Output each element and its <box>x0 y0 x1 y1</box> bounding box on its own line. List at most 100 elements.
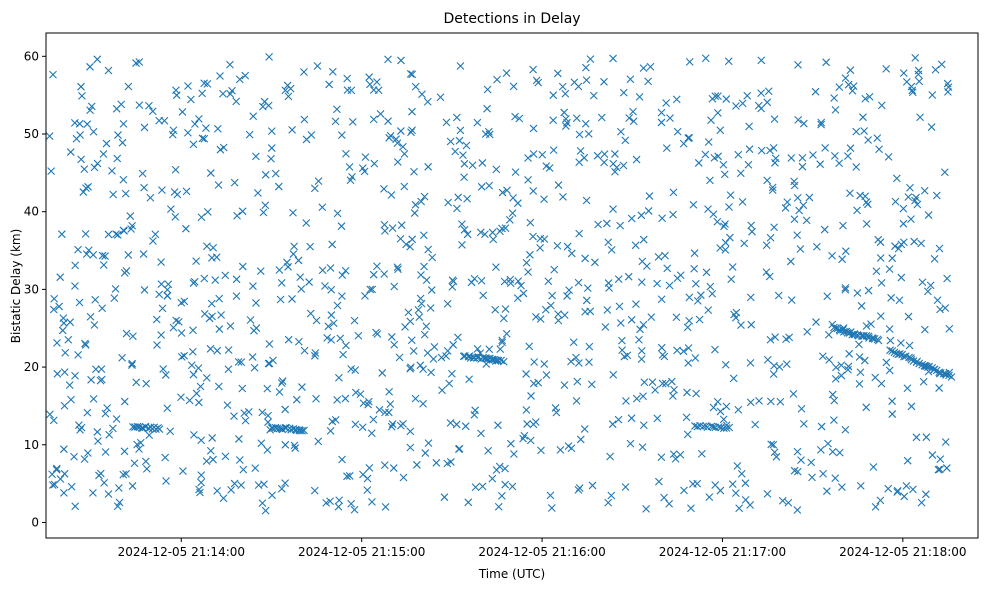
detection-point <box>499 314 508 323</box>
detection-point <box>637 355 646 363</box>
detection-point <box>145 431 154 440</box>
detection-point <box>765 272 774 281</box>
detection-point <box>679 347 688 356</box>
detection-point <box>238 207 247 216</box>
detection-point <box>477 276 486 285</box>
detection-point <box>501 224 510 232</box>
detection-point <box>112 230 120 238</box>
detection-point <box>443 299 452 308</box>
detection-point <box>381 408 389 417</box>
detection-point <box>396 127 405 135</box>
detection-point <box>856 481 865 490</box>
detection-point <box>841 285 850 294</box>
detection-point <box>132 378 141 387</box>
detection-point <box>696 291 705 300</box>
detection-point <box>639 320 648 329</box>
detection-point <box>298 383 306 391</box>
detection-point <box>477 429 485 438</box>
detection-point <box>119 175 128 184</box>
detection-point <box>697 449 706 458</box>
detection-point <box>104 490 113 498</box>
detection-point <box>506 439 515 448</box>
detection-point <box>559 193 567 201</box>
detection-point <box>203 242 211 251</box>
detection-point <box>184 82 192 90</box>
detection-point <box>453 204 461 213</box>
detection-point <box>784 498 793 507</box>
detection-point <box>537 446 545 455</box>
detection-point <box>248 353 257 361</box>
detection-point <box>274 182 283 191</box>
detection-point <box>936 455 945 463</box>
detection-point <box>350 505 359 514</box>
detection-point <box>226 60 234 69</box>
detection-point <box>757 56 766 65</box>
detection-point <box>781 204 790 212</box>
detection-point <box>484 127 493 136</box>
detection-point <box>665 281 674 290</box>
detection-point <box>820 225 829 234</box>
detection-point <box>185 396 194 405</box>
detection-point <box>428 253 437 262</box>
detection-point <box>922 433 931 442</box>
detection-point <box>657 453 666 462</box>
detection-point <box>498 188 507 197</box>
detection-point <box>852 127 861 136</box>
detection-point <box>358 423 367 432</box>
detection-point <box>399 473 408 482</box>
detection-point <box>124 251 133 259</box>
detection-point <box>367 429 376 438</box>
detection-point <box>170 188 179 196</box>
detection-point <box>864 136 873 144</box>
detection-point <box>856 368 865 377</box>
detection-point <box>639 392 647 401</box>
detection-point <box>483 104 491 113</box>
detection-point <box>198 134 207 143</box>
detection-point <box>832 363 840 372</box>
detection-point <box>52 464 61 473</box>
detection-point <box>547 504 556 512</box>
detection-point <box>374 86 383 95</box>
detection-point <box>926 281 935 290</box>
detection-point <box>658 214 667 223</box>
detection-point <box>615 302 624 311</box>
detection-point <box>835 159 844 168</box>
detection-point <box>162 477 170 485</box>
detection-point <box>580 425 589 433</box>
x-tick-label: 2024-12-05 21:15:00 <box>298 545 425 559</box>
detection-point <box>177 393 185 402</box>
detection-point <box>157 331 166 339</box>
detection-point <box>542 162 551 171</box>
detection-point <box>859 113 867 122</box>
detection-point <box>841 247 850 256</box>
detection-point <box>714 92 722 101</box>
detection-point <box>249 112 258 121</box>
detection-point <box>877 101 886 110</box>
detection-point <box>669 210 677 219</box>
detection-point <box>716 486 725 495</box>
detection-point <box>588 481 597 490</box>
detection-point <box>860 356 869 365</box>
detection-point <box>192 389 201 398</box>
detection-point <box>570 78 579 87</box>
detection-point <box>734 405 743 414</box>
detection-point <box>619 88 628 97</box>
detection-point <box>796 245 805 253</box>
detection-point <box>689 200 698 209</box>
detection-point <box>616 127 625 136</box>
detection-point <box>281 86 290 95</box>
detection-point <box>410 167 418 176</box>
detection-point <box>870 335 879 343</box>
detection-point <box>420 330 429 339</box>
detection-point <box>267 154 275 163</box>
detection-point <box>863 200 872 209</box>
detection-point <box>501 464 509 473</box>
detection-point <box>101 409 110 418</box>
detection-point <box>935 244 944 253</box>
detection-point <box>828 251 836 260</box>
detection-point <box>505 215 514 224</box>
detection-point <box>874 336 883 345</box>
detection-point <box>479 353 487 362</box>
detection-point <box>928 91 937 99</box>
detection-point <box>298 426 306 435</box>
